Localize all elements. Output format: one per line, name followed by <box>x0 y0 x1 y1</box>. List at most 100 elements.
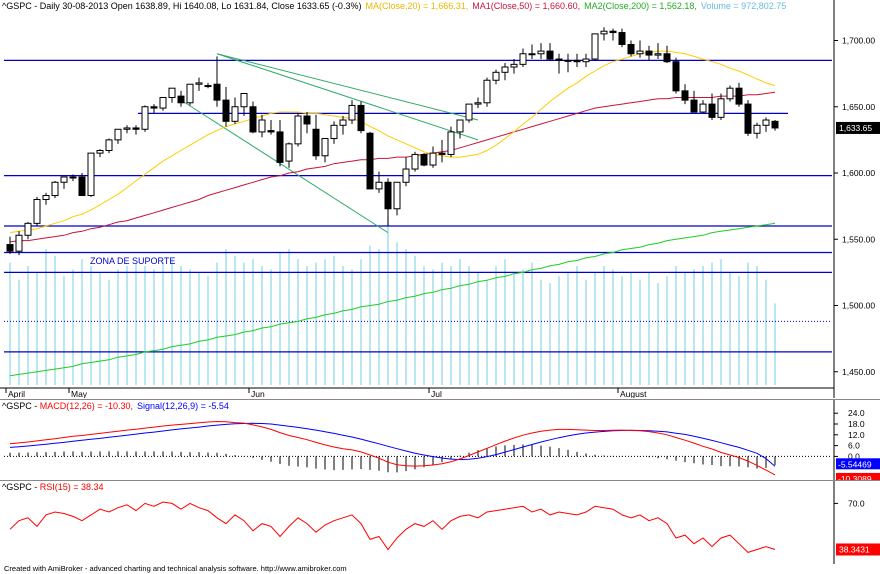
macd-y-tick-label: 0.0 <box>848 451 860 461</box>
candle-body <box>303 115 311 125</box>
price-chart[interactable]: 1,450.00 1,500.00 1,550.00 1,600.00 1,650.00… <box>0 0 880 398</box>
candle-body <box>600 30 608 35</box>
rsi-last-tag: 38.3431 <box>839 544 870 554</box>
candle-body <box>591 33 599 60</box>
candle-body <box>402 168 410 183</box>
candle-body <box>267 130 275 133</box>
candle-body <box>564 59 572 62</box>
price-pane[interactable]: ^GSPC - Daily 30-08-2013 Open 1638.89, H… <box>0 0 880 398</box>
ma20-label: MA(Close,20) = 1,666.31, <box>365 1 469 11</box>
candle-body <box>636 50 644 55</box>
candle-body <box>672 61 680 92</box>
candle-body <box>753 124 761 134</box>
volume-label: Volume = 972,802.75 <box>700 1 787 11</box>
candle-body <box>276 131 284 163</box>
candle-body <box>114 128 122 141</box>
candle-body <box>195 82 203 85</box>
candle-body <box>438 152 446 155</box>
candle-body <box>618 32 626 45</box>
candle-body <box>150 106 158 109</box>
candle-body <box>96 149 104 154</box>
candle-body <box>141 106 149 130</box>
candle-body <box>483 79 491 104</box>
ma50-label: MA1(Close,50) = 1,660.60, <box>472 1 581 11</box>
candle-body <box>42 195 50 200</box>
candle-body <box>663 53 671 63</box>
candle-body <box>312 128 320 157</box>
candle-body <box>321 138 329 157</box>
candle-body <box>447 131 455 155</box>
candle-body <box>501 66 509 73</box>
candle-body <box>51 181 59 197</box>
macd-last-tag-bg <box>836 472 880 480</box>
candle-body <box>627 43 635 55</box>
candle-body <box>744 103 752 134</box>
candle-body <box>186 83 194 104</box>
candle-body <box>726 87 734 100</box>
price-y-tick-label: 1,600.00 <box>842 168 875 178</box>
macd-last-tag: -10.3089 <box>838 474 872 480</box>
month-label: May <box>71 389 88 398</box>
candle-body <box>510 63 518 68</box>
candle-body <box>177 95 185 104</box>
price-header: ^GSPC - Daily 30-08-2013 Open 1638.89, H… <box>2 1 790 11</box>
ma20-line <box>9 50 776 234</box>
candle-body <box>366 132 374 190</box>
trend-channel-line <box>216 53 479 121</box>
candle-body <box>420 153 428 166</box>
candle-body <box>357 104 365 132</box>
candle-body <box>717 98 725 118</box>
candle-body <box>159 96 167 109</box>
last-price-tag <box>836 121 880 134</box>
rsi-pane[interactable]: ^GSPC - RSI(15) = 38.34 70.0 38.3431 <box>0 480 880 564</box>
candle-body <box>285 143 293 162</box>
trend-channel-line <box>180 99 389 234</box>
month-label: Jul <box>431 389 442 398</box>
candle-body <box>213 83 221 101</box>
rsi-prefix: ^GSPC - <box>2 482 40 492</box>
candle-body <box>87 152 95 197</box>
last-price-label: 1,633.65 <box>839 123 872 133</box>
rsi-y-tick-label: 70.0 <box>848 498 865 508</box>
candle-body <box>294 115 302 145</box>
macd-chart[interactable]: 24.018.012.06.00.0-5.54469 -10.3089 <box>0 400 880 480</box>
candle-body <box>690 99 698 113</box>
candle-body <box>105 139 113 151</box>
candle-body <box>375 181 383 190</box>
candle-body <box>78 176 86 197</box>
candle-body <box>240 93 248 108</box>
macd-label: MACD(12,26) = -10.30, <box>39 401 134 411</box>
support-zone-label: ZONA DE SUPORTE <box>90 256 175 266</box>
candle-body <box>546 50 554 60</box>
candle-body <box>582 58 590 63</box>
candle-body <box>735 87 743 105</box>
macd-y-tick-label: 12.0 <box>848 430 865 440</box>
candle-body <box>411 153 419 170</box>
candle-body <box>123 127 131 130</box>
candle-body <box>681 90 689 101</box>
candle-body <box>654 53 662 56</box>
candle-body <box>6 244 14 252</box>
price-y-tick-label: 1,700.00 <box>842 36 875 46</box>
rsi-chart[interactable]: 70.0 38.3431 <box>0 481 880 564</box>
candle-body <box>429 152 437 166</box>
candle-body <box>384 181 392 210</box>
ma200-line <box>9 222 776 377</box>
candle-body <box>330 124 338 140</box>
price-y-tick-label: 1,550.00 <box>842 234 875 244</box>
macd-y-tick-label: 18.0 <box>848 419 865 429</box>
candle-body <box>609 30 617 34</box>
macd-line <box>9 420 776 476</box>
signal-label: Signal(12,26,9) = -5.54 <box>137 401 229 411</box>
rsi-last-tag-bg <box>836 543 880 556</box>
macd-header: ^GSPC - MACD(12,26) = -10.30, Signal(12,2… <box>2 401 233 411</box>
macd-pane[interactable]: ^GSPC - MACD(12,26) = -10.30, Signal(12,2… <box>0 399 880 480</box>
candle-body <box>762 119 770 126</box>
price-y-tick-label: 1,650.00 <box>842 102 875 112</box>
price-y-tick-label: 1,500.00 <box>842 301 875 311</box>
rsi-header: ^GSPC - RSI(15) = 38.34 <box>2 482 108 492</box>
candle-body <box>15 234 23 252</box>
candle-body <box>474 102 482 105</box>
candle-body <box>573 59 581 63</box>
candle-body <box>204 85 212 88</box>
